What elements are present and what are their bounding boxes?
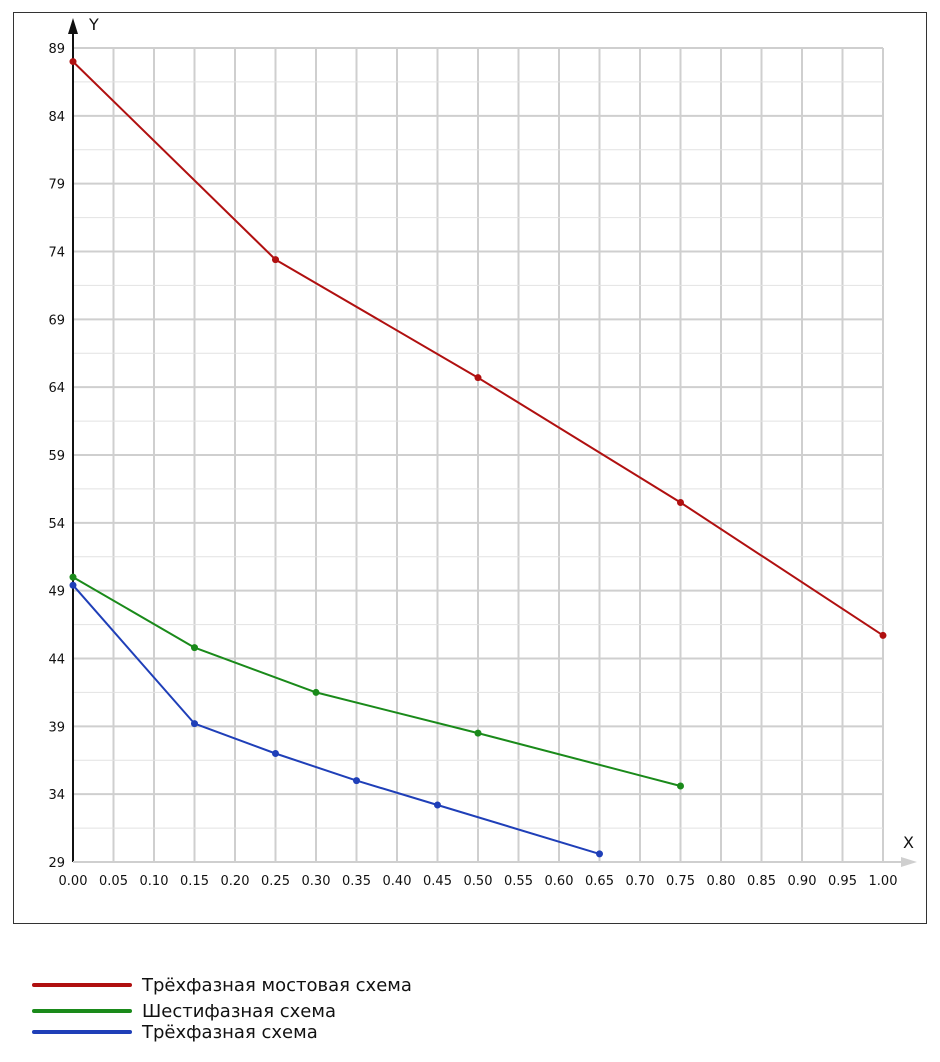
data-point [69, 581, 77, 589]
x-axis-label: X [903, 833, 914, 852]
x-tick-label: 0.30 [302, 874, 331, 889]
x-tick-label: 1.00 [869, 874, 898, 889]
legend-label: Трёхфазная мостовая схема [142, 974, 412, 996]
y-tick-label: 79 [48, 178, 65, 193]
x-tick-label: 0.25 [261, 874, 290, 889]
data-point [191, 644, 198, 652]
legend-item: Шестифазная схема [32, 1000, 336, 1022]
data-point [677, 782, 684, 790]
y-tick-label: 64 [48, 381, 65, 396]
x-tick-label: 0.10 [140, 874, 169, 889]
data-point [69, 58, 77, 66]
y-axis-label: Y [88, 15, 99, 34]
series-line-3 [72, 584, 600, 855]
tick-labels: 0.00 0.05 0.10 0.15 0.20 0.25 0.30 0.35 0.40 0.45… [48, 42, 897, 889]
x-tick-label: 0.65 [585, 874, 614, 889]
y-tick-label: 39 [48, 720, 65, 735]
y-tick-label: 49 [48, 585, 65, 600]
x-tick-label: 0.85 [747, 874, 776, 889]
line-chart: 0.00 0.05 0.10 0.15 0.20 0.25 0.30 0.35 0.40 0.45… [48, 15, 917, 889]
data-point [474, 729, 482, 737]
x-tick-label: 0.70 [626, 874, 655, 889]
legend-item: Трёхфазная мостовая схема [32, 974, 412, 996]
y-tick-label: 54 [48, 517, 65, 532]
legend-swatch [32, 1030, 132, 1034]
x-tick-label: 0.45 [423, 874, 452, 889]
legend-item: Трёхфазная схема [32, 1021, 318, 1043]
grid-lines [72, 47, 884, 863]
data-point [272, 256, 279, 264]
data-point [69, 573, 77, 581]
x-tick-label: 0.90 [788, 874, 817, 889]
x-tick-label: 0.95 [828, 874, 857, 889]
y-tick-label: 69 [48, 313, 65, 328]
data-point [879, 631, 887, 639]
x-tick-label: 0.60 [545, 874, 574, 889]
y-tick-label: 59 [48, 449, 65, 464]
x-tick-label: 0.55 [504, 874, 533, 889]
data-point [596, 850, 603, 858]
y-tick-label: 84 [48, 110, 65, 125]
y-tick-label: 34 [48, 788, 65, 803]
data-point [312, 688, 320, 696]
x-axis-arrow-icon [901, 857, 917, 867]
data-point [474, 374, 482, 382]
x-tick-label: 0.40 [383, 874, 412, 889]
x-tick-label: 0.35 [342, 874, 371, 889]
x-tick-label: 0.80 [707, 874, 736, 889]
chart-frame [13, 12, 927, 924]
series-line-2 [72, 576, 681, 787]
y-tick-label: 29 [48, 856, 65, 871]
data-point [434, 801, 441, 809]
x-tick-label: 0.75 [666, 874, 695, 889]
data-point [272, 749, 279, 757]
legend: Трёхфазная мостовая схема Шестифазная схе… [32, 972, 632, 1052]
data-point [353, 777, 360, 785]
x-tick-label: 0.50 [464, 874, 493, 889]
y-tick-label: 89 [48, 42, 65, 57]
legend-swatch [32, 983, 132, 987]
y-tick-label: 74 [48, 246, 65, 261]
x-tick-label: 0.20 [221, 874, 250, 889]
axes [68, 18, 917, 867]
x-tick-label: 0.15 [180, 874, 209, 889]
data-point [677, 498, 684, 506]
y-tick-label: 44 [48, 653, 65, 668]
legend-label: Трёхфазная схема [142, 1021, 318, 1043]
legend-label: Шестифазная схема [142, 1000, 336, 1022]
x-tick-label: 0.05 [99, 874, 128, 889]
y-axis-arrow-icon [68, 18, 78, 34]
x-tick-label: 0.00 [59, 874, 88, 889]
data-point [191, 720, 198, 728]
series-points [69, 58, 887, 858]
legend-swatch [32, 1009, 132, 1013]
